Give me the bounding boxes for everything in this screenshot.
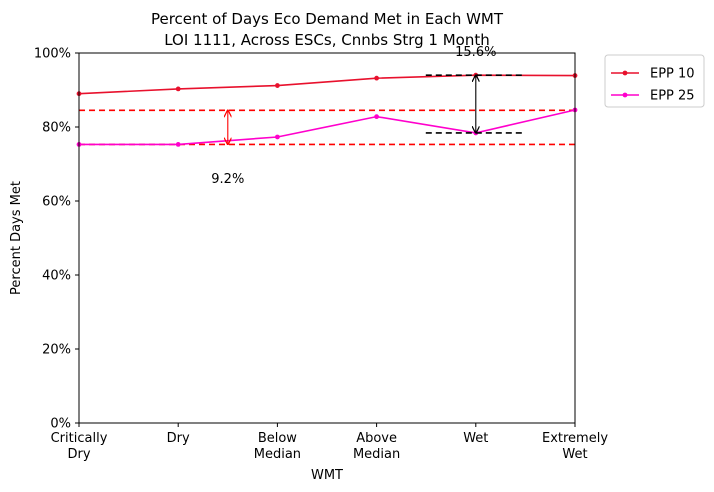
x-tick-label-3-0: Above <box>356 431 397 446</box>
plot-frame <box>78 52 576 424</box>
y-tick-label-1: 20% <box>42 343 71 358</box>
x-tick-label-0-1: Dry <box>67 447 90 462</box>
legend-label-2: EPP 25 <box>650 89 695 104</box>
plot-area: 9.2% 15.6% <box>76 45 578 187</box>
x-tick-label-4-0: Wet <box>463 431 488 446</box>
x-tick-label-5-1: Wet <box>562 447 587 462</box>
series-1-point-3 <box>275 83 280 88</box>
series-2-point-3 <box>275 134 280 140</box>
y-tick-label-2: 40% <box>42 269 71 284</box>
legend: EPP 10 EPP 25 <box>604 54 705 108</box>
series-2-point-4 <box>374 114 379 120</box>
x-tick-label-5-0: Extremely <box>542 431 608 446</box>
series-1-point-2 <box>175 86 181 92</box>
y-tick-label-4: 80% <box>42 121 71 136</box>
y-tick-label-5: 100% <box>34 47 71 62</box>
y-tick-label-0: 0% <box>50 417 71 432</box>
legend-marker-2 <box>622 92 628 98</box>
y-axis-label: Percent Days Met <box>9 181 24 295</box>
x-tick-label-3-1: Median <box>353 447 400 462</box>
annotation-label-1: 9.2% <box>211 172 244 187</box>
chart-title-line1: Percent of Days Eco Demand Met in Each W… <box>151 10 504 28</box>
x-axis-label: WMT <box>311 468 343 483</box>
annotation-label-2: 15.6% <box>455 45 496 60</box>
chart-title-line2: LOI 1111, Across ESCs, Cnnbs Strg 1 Mont… <box>164 31 490 49</box>
legend-box <box>604 54 705 108</box>
x-tick-label-2-0: Below <box>258 431 297 446</box>
series-1-point-4 <box>374 75 379 81</box>
series-line-1 <box>78 74 576 95</box>
y-axis: 0% 20% 40% 60% 80% 100% <box>34 47 79 432</box>
x-tick-label-0-0: Critically <box>51 431 108 446</box>
legend-marker-1 <box>622 70 628 76</box>
series-line-2 <box>79 109 576 146</box>
x-tick-label-1-0: Dry <box>167 431 190 446</box>
y-tick-label-3: 60% <box>42 195 71 210</box>
series-2-point-2 <box>175 141 181 147</box>
x-tick-label-2-1: Median <box>254 447 301 462</box>
legend-label-1: EPP 10 <box>650 67 695 82</box>
